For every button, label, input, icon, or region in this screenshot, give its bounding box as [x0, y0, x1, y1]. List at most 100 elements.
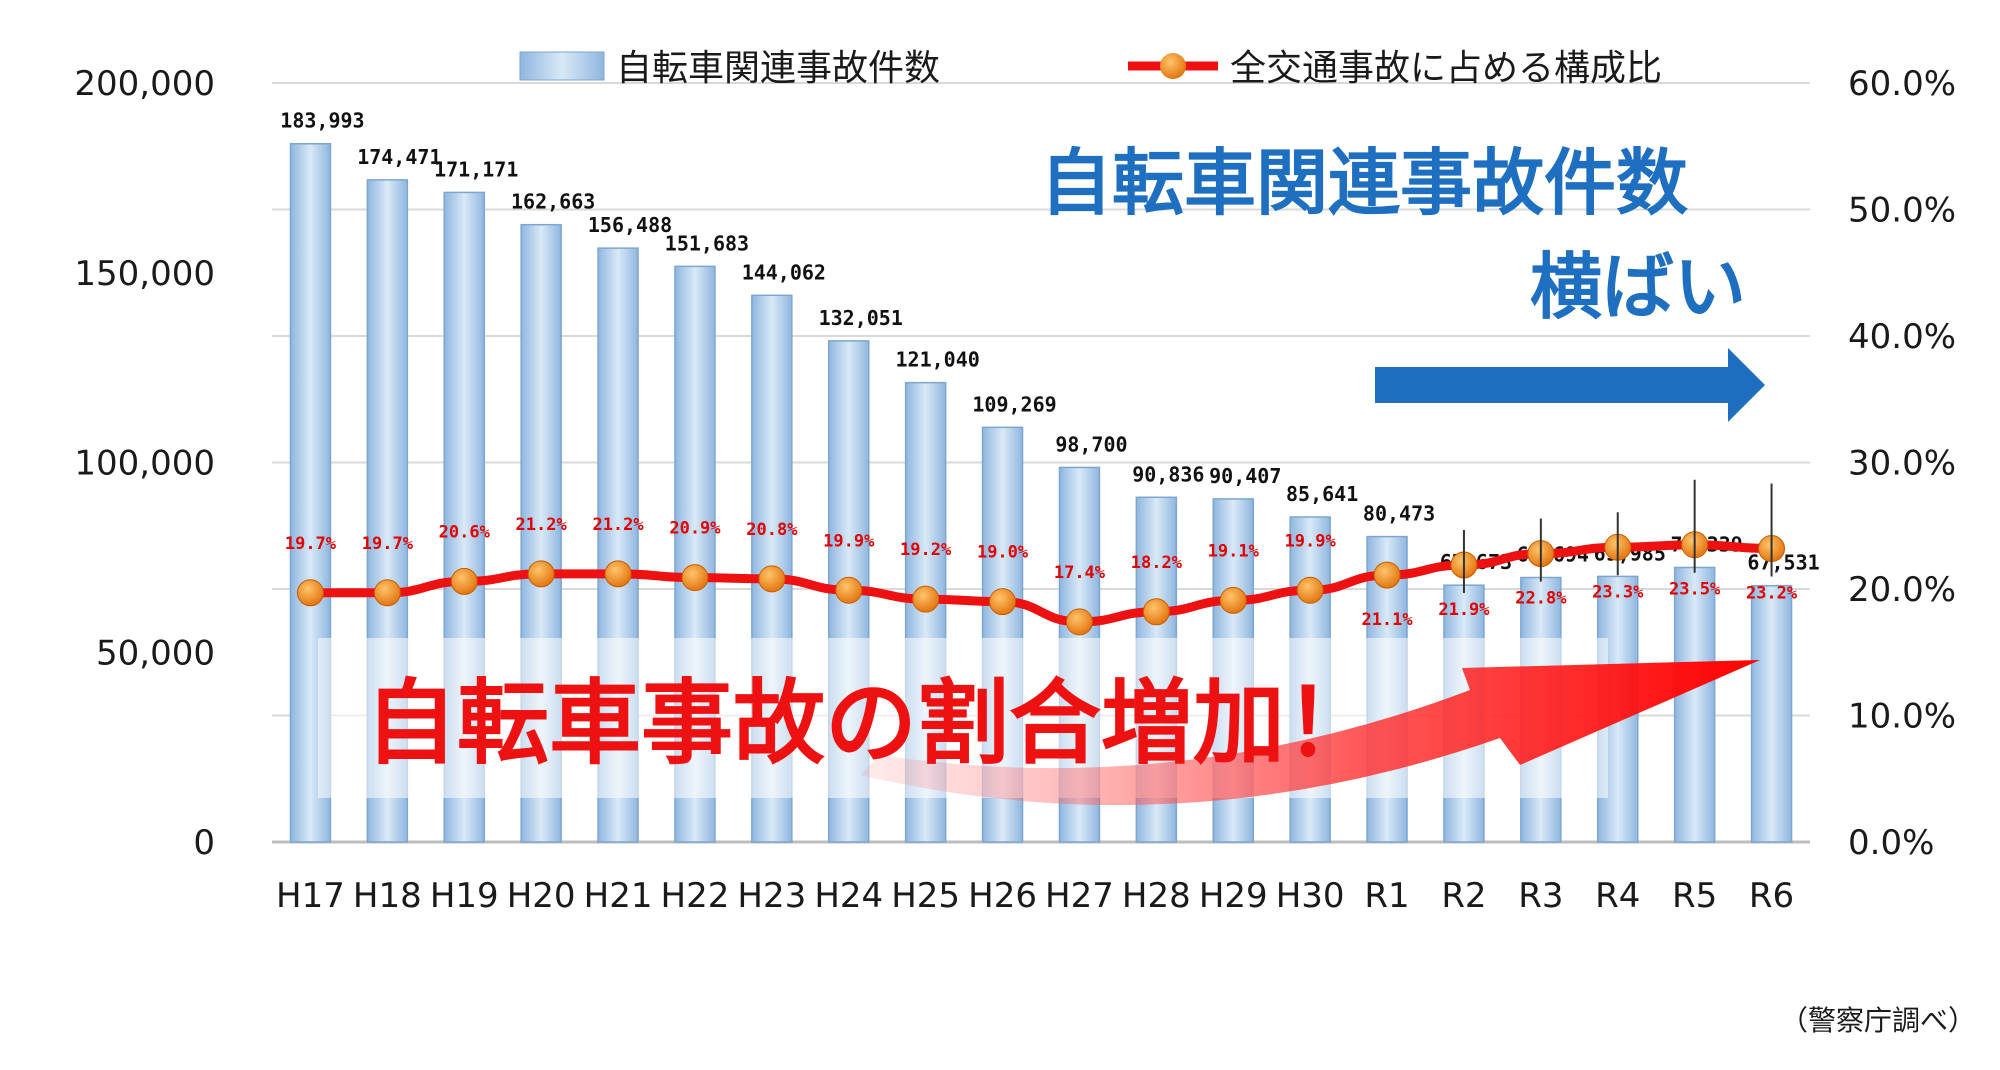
- y-right-tick-label: 60.0%: [1848, 64, 1956, 104]
- legend-bar-label: 自転車関連事故件数: [616, 48, 940, 89]
- line-point: [1142, 598, 1170, 626]
- y-right-tick-label: 10.0%: [1848, 697, 1956, 737]
- x-tick-label: H29: [1199, 876, 1268, 916]
- red-arrow-icon: [860, 660, 1760, 806]
- point-value-label: 19.9%: [1285, 531, 1337, 551]
- x-tick-label: R5: [1672, 876, 1717, 916]
- line-point: [989, 588, 1017, 616]
- bar-value-label: 144,062: [742, 260, 826, 284]
- point-value-label: 17.4%: [1054, 563, 1106, 583]
- point-value-label: 23.5%: [1669, 580, 1721, 600]
- bar-value-label: 90,407: [1209, 464, 1281, 488]
- y-right-tick-label: 50.0%: [1848, 191, 1956, 231]
- line-layer: [296, 531, 1786, 636]
- line-point: [912, 585, 940, 613]
- line-point: [681, 564, 709, 592]
- line-point: [1373, 561, 1401, 589]
- x-tick-label: H26: [968, 876, 1037, 916]
- annotation-blue-line2: 横ばい: [1530, 245, 1746, 329]
- point-value-label: 19.9%: [823, 531, 875, 551]
- y-right-tick-label: 40.0%: [1848, 317, 1956, 357]
- bar-value-label: 67,531: [1747, 551, 1819, 575]
- bar-value-label: 183,993: [280, 109, 364, 133]
- line-point: [1296, 576, 1324, 604]
- x-tick-label: H28: [1122, 876, 1191, 916]
- bar-value-label: 98,700: [1055, 432, 1127, 456]
- legend: 自転車関連事故件数 全交通事故に占める構成比: [519, 48, 1662, 89]
- x-tick-label: H30: [1276, 876, 1345, 916]
- line-point: [527, 560, 555, 588]
- source-note: （警察庁調べ）: [1780, 1004, 1976, 1037]
- point-value-label: 18.2%: [1131, 553, 1183, 573]
- x-tick-label: H18: [353, 876, 422, 916]
- x-tick-label: H19: [430, 876, 499, 916]
- blue-arrow-icon: [1375, 348, 1765, 422]
- x-tick-label: R3: [1518, 876, 1563, 916]
- y-right-tick-label: 30.0%: [1848, 444, 1956, 484]
- point-value-label: 21.9%: [1438, 600, 1490, 620]
- bar-value-label: 162,663: [511, 190, 595, 214]
- line-point: [604, 560, 632, 588]
- x-tick-label: H20: [507, 876, 576, 916]
- y-left-tick-label: 200,000: [74, 64, 215, 104]
- y-left-tick-label: 150,000: [74, 254, 215, 294]
- bar: [1673, 566, 1716, 843]
- legend-line-marker: [1160, 53, 1186, 79]
- line-point: [1219, 586, 1247, 614]
- bar-value-label: 90,836: [1132, 462, 1204, 486]
- point-value-label: 23.2%: [1746, 584, 1798, 604]
- bar-value-label: 174,471: [357, 145, 441, 169]
- bar-value-label: 151,683: [665, 231, 749, 255]
- annotation-blue-line1: 自転車関連事故件数: [1040, 141, 1688, 225]
- point-value-label: 19.0%: [977, 543, 1029, 563]
- x-tick-label: R2: [1441, 876, 1486, 916]
- line-point: [758, 565, 786, 593]
- x-tick-label: R1: [1364, 876, 1409, 916]
- bar-value-label: 80,473: [1363, 502, 1435, 526]
- bar-value-label: 121,040: [896, 348, 980, 372]
- bar: [1750, 584, 1793, 843]
- x-tick-label: H22: [661, 876, 730, 916]
- bar-value-label: 171,171: [434, 157, 518, 181]
- bar-value-label: 109,269: [972, 392, 1056, 416]
- point-labels-layer: 19.7% 19.7% 20.6% 21.2% 21.2% 20.9% 20.8% 19.9%…: [285, 479, 1798, 630]
- point-value-label: 20.9%: [669, 519, 721, 539]
- line-point: [296, 579, 324, 607]
- line-point: [373, 579, 401, 607]
- axes-layer: 0 50,000 100,000 150,000 200,000 0.0% 10.0% 20.…: [74, 64, 1956, 916]
- line-point: [835, 576, 863, 604]
- y-left-tick-label: 100,000: [74, 444, 215, 484]
- point-value-label: 19.2%: [900, 540, 952, 560]
- x-tick-label: R6: [1749, 876, 1794, 916]
- point-value-label: 21.1%: [1361, 610, 1413, 630]
- legend-line-label: 全交通事故に占める構成比: [1230, 48, 1662, 89]
- y-left-tick-label: 0: [193, 823, 215, 863]
- annotation-red-text: 自転車事故の割合増加！: [365, 670, 1377, 777]
- bar-value-label: 156,488: [588, 213, 672, 237]
- point-value-label: 20.8%: [746, 520, 798, 540]
- x-tick-label: H17: [276, 876, 345, 916]
- x-tick-label: H27: [1045, 876, 1114, 916]
- point-value-label: 19.1%: [1208, 541, 1260, 561]
- y-left-tick-label: 50,000: [96, 633, 215, 673]
- x-tick-label: H23: [737, 876, 806, 916]
- point-value-label: 19.7%: [362, 534, 414, 554]
- point-value-label: 22.8%: [1515, 589, 1567, 609]
- x-tick-label: H25: [891, 876, 960, 916]
- bar-value-label: 132,051: [819, 306, 903, 330]
- point-value-label: 21.2%: [592, 515, 644, 535]
- line-point: [1065, 608, 1093, 636]
- line-point: [450, 567, 478, 595]
- y-right-tick-label: 20.0%: [1848, 570, 1956, 610]
- point-value-label: 20.6%: [439, 522, 491, 542]
- x-tick-label: R4: [1595, 876, 1640, 916]
- bar-value-label: 85,641: [1286, 482, 1358, 506]
- point-value-label: 19.7%: [285, 534, 337, 554]
- y-right-tick-label: 0.0%: [1848, 823, 1934, 863]
- x-tick-label: H21: [584, 876, 653, 916]
- legend-bar-swatch: [519, 51, 605, 81]
- x-tick-label: H24: [814, 876, 883, 916]
- point-value-label: 21.2%: [516, 515, 568, 535]
- point-value-label: 23.3%: [1592, 582, 1644, 602]
